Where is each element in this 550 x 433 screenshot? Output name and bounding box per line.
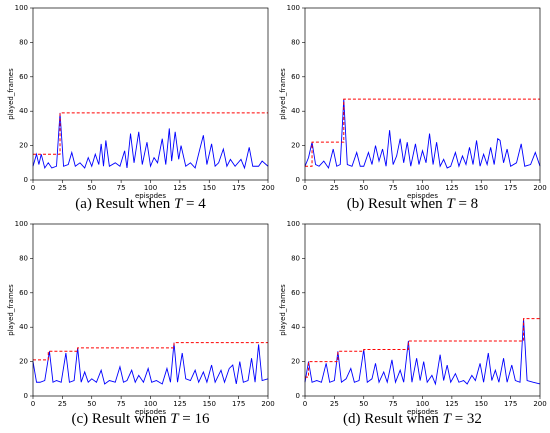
y-tick-label: 60 <box>19 289 28 297</box>
x-tick-label: 150 <box>203 400 216 408</box>
y-axis-label: played_frames <box>279 68 287 120</box>
x-tick-label: 25 <box>58 184 67 192</box>
x-tick-label: 175 <box>504 400 517 408</box>
data-line <box>32 342 269 385</box>
x-axis-label: episodes <box>135 192 166 200</box>
y-tick-label: 20 <box>19 142 28 150</box>
caption-variable: T <box>443 411 453 427</box>
data-line <box>32 112 269 170</box>
x-tick-label: 75 <box>389 400 398 408</box>
caption-text: (c) Result when <box>71 411 166 427</box>
x-tick-label: 0 <box>31 184 35 192</box>
caption: (b) Result when T = 8 <box>347 196 478 212</box>
y-axis-label: played_frames <box>279 284 287 336</box>
x-tick-label: 150 <box>475 184 488 192</box>
x-tick-label: 175 <box>504 184 517 192</box>
y-tick-label: 60 <box>291 73 300 81</box>
x-tick-label: 0 <box>31 400 35 408</box>
x-tick-label: 100 <box>416 184 429 192</box>
x-tick-label: 75 <box>117 184 126 192</box>
y-tick-label: 60 <box>291 289 300 297</box>
caption: (a) Result when T = 4 <box>75 196 206 212</box>
y-tick-label: 20 <box>19 358 28 366</box>
x-tick-label: 25 <box>330 400 339 408</box>
x-tick-label: 125 <box>173 184 186 192</box>
x-tick-label: 0 <box>303 184 307 192</box>
x-tick-label: 75 <box>117 400 126 408</box>
plot-frame <box>32 223 269 397</box>
x-tick-label: 50 <box>359 400 368 408</box>
y-tick-label: 20 <box>291 358 300 366</box>
x-tick-label: 25 <box>58 400 67 408</box>
caption-value: = 16 <box>182 411 210 427</box>
y-tick-label: 100 <box>287 220 300 228</box>
x-tick-label: 200 <box>261 400 274 408</box>
plot-frame <box>304 223 541 397</box>
caption-variable: T <box>170 411 180 427</box>
x-tick-label: 200 <box>533 400 546 408</box>
x-tick-label: 25 <box>330 184 339 192</box>
y-tick-label: 40 <box>291 107 300 115</box>
y-tick-label: 80 <box>19 254 28 262</box>
x-tick-label: 125 <box>445 184 458 192</box>
caption-value: = 8 <box>458 196 478 212</box>
y-axis-label: played_frames <box>7 68 15 120</box>
y-tick-label: 100 <box>15 220 28 228</box>
plot-frame <box>32 7 269 181</box>
x-tick-label: 100 <box>144 184 157 192</box>
x-tick-label: 150 <box>203 184 216 192</box>
x-tick-label: 200 <box>533 184 546 192</box>
y-tick-label: 60 <box>19 73 28 81</box>
x-tick-label: 150 <box>475 400 488 408</box>
y-tick-label: 0 <box>24 176 28 184</box>
max-line <box>305 318 540 378</box>
x-tick-label: 175 <box>232 184 245 192</box>
y-tick-label: 40 <box>291 323 300 331</box>
x-axis-label: episodes <box>407 192 438 200</box>
caption-text: (d) Result when <box>343 411 439 427</box>
x-axis-label: episodes <box>407 408 438 416</box>
plot-frame <box>304 7 541 181</box>
x-axis-label: episodes <box>135 408 166 416</box>
y-tick-label: 40 <box>19 323 28 331</box>
x-tick-label: 100 <box>416 400 429 408</box>
caption: (c) Result when T = 16 <box>71 411 210 427</box>
y-tick-label: 0 <box>24 392 28 400</box>
x-tick-label: 175 <box>232 400 245 408</box>
y-axis-label: played_frames <box>7 284 15 336</box>
y-tick-label: 80 <box>291 38 300 46</box>
y-tick-label: 0 <box>296 176 300 184</box>
y-tick-label: 100 <box>287 4 300 12</box>
max-line <box>305 98 540 167</box>
caption-text: (b) Result when <box>347 196 443 212</box>
caption-variable: T <box>174 196 184 212</box>
caption-text: (a) Result when <box>75 196 170 212</box>
x-tick-label: 0 <box>303 400 307 408</box>
max-line <box>33 112 268 155</box>
caption-value: = 32 <box>455 411 482 427</box>
y-tick-label: 80 <box>19 38 28 46</box>
y-tick-label: 100 <box>15 4 28 12</box>
x-tick-label: 100 <box>144 400 157 408</box>
y-tick-label: 0 <box>296 392 300 400</box>
y-tick-label: 40 <box>19 107 28 115</box>
caption-variable: T <box>446 196 456 212</box>
x-tick-label: 50 <box>87 184 96 192</box>
caption-value: = 4 <box>186 196 206 212</box>
x-tick-label: 75 <box>389 184 398 192</box>
y-tick-label: 80 <box>291 254 300 262</box>
caption: (d) Result when T = 32 <box>343 411 482 427</box>
x-tick-label: 200 <box>261 184 274 192</box>
data-line <box>304 318 541 386</box>
x-tick-label: 125 <box>173 400 186 408</box>
x-tick-label: 50 <box>87 400 96 408</box>
x-tick-label: 125 <box>445 400 458 408</box>
y-tick-label: 20 <box>291 142 300 150</box>
max-line <box>33 342 268 361</box>
x-tick-label: 50 <box>359 184 368 192</box>
data-line <box>304 99 541 170</box>
